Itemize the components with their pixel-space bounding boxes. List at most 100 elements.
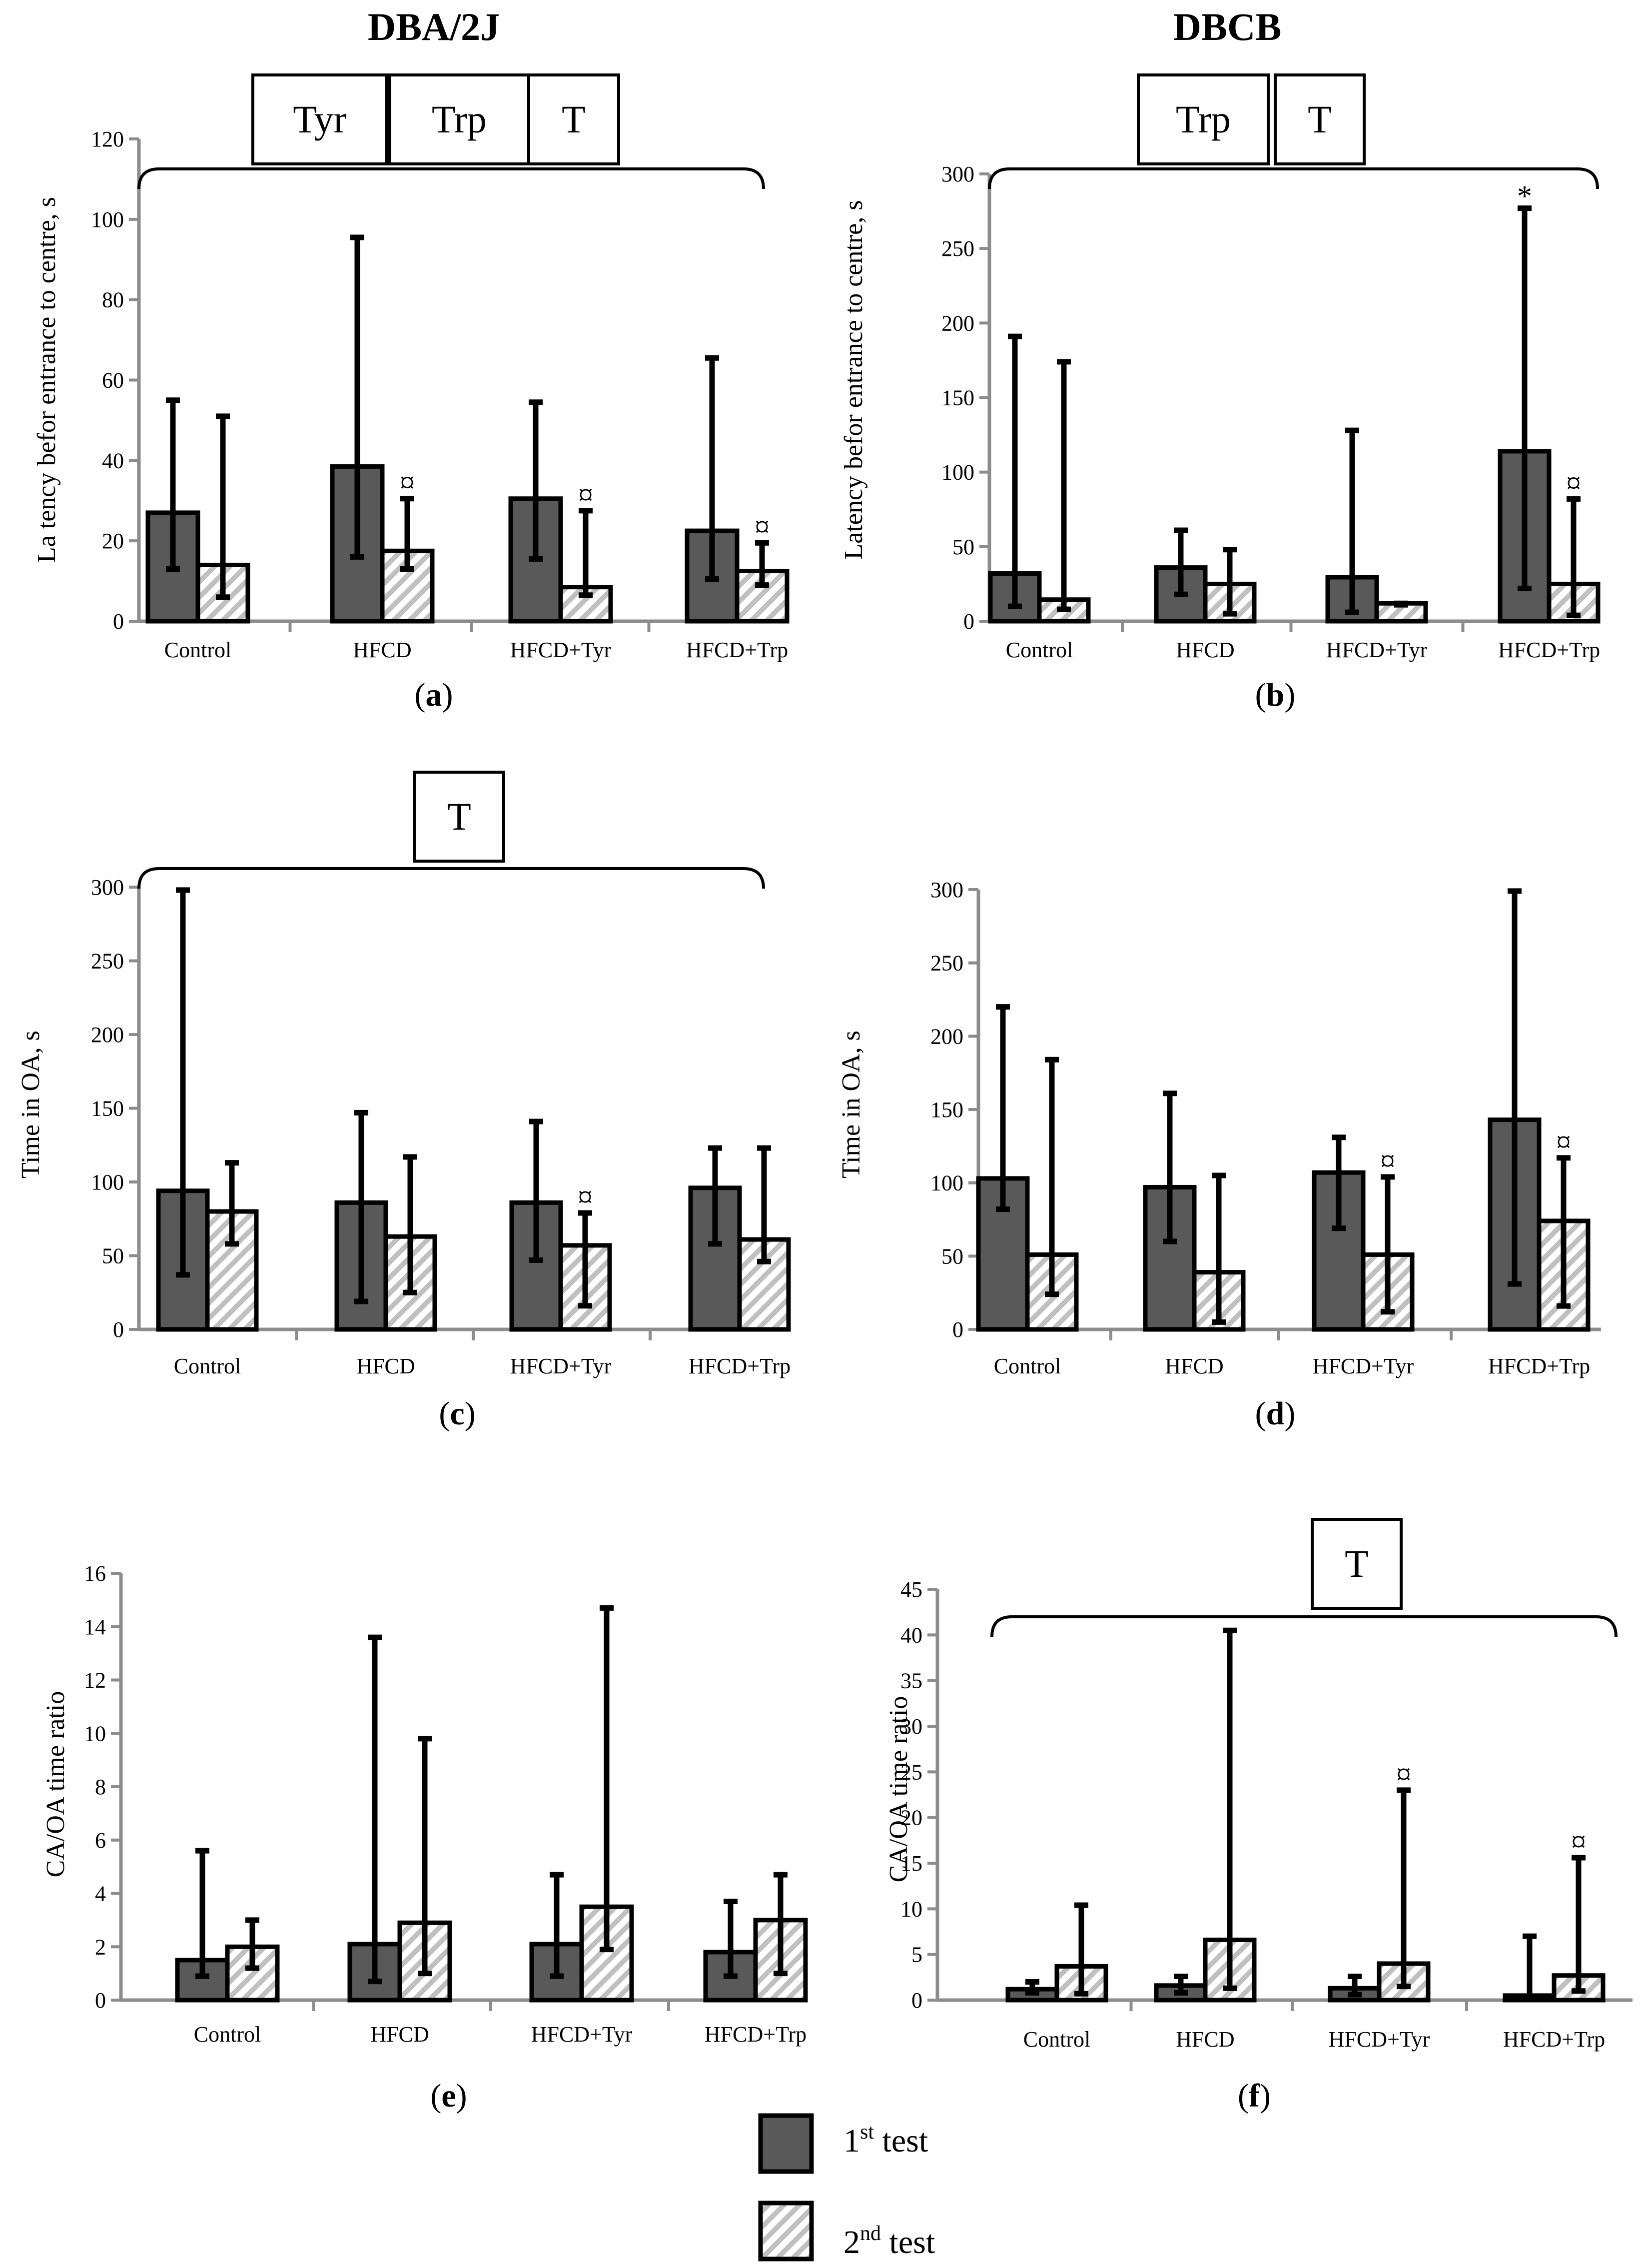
panel-c-category-label: Control — [174, 1354, 241, 1378]
panel-f-ytick-label: 5 — [911, 1943, 922, 1967]
panel-a-significance-currency: ¤ — [755, 510, 770, 543]
strain-title-dbcb: DBCB — [1173, 5, 1282, 48]
panel-d-y-axis-label: Time in OA, s — [837, 1031, 865, 1178]
panel-f-ytick-label: 0 — [911, 1988, 922, 2013]
panel-a-ytick-label: 40 — [102, 448, 124, 473]
panel-a-category-label: HFCD — [353, 638, 411, 662]
panel-d-category-label: HFCD+Trp — [1488, 1354, 1590, 1378]
panel-c-significance-bracket — [137, 867, 765, 889]
panel-f-significance-currency: ¤ — [1396, 1758, 1411, 1791]
panel-f-ytick-label: 25 — [900, 1760, 922, 1784]
panel-b-category-label: HFCD+Tyr — [1326, 638, 1428, 662]
panel-a-ytick-label: 20 — [102, 529, 124, 553]
legend-swatch-second — [758, 2201, 814, 2262]
panel-c-ytick-label: 200 — [91, 1023, 124, 1047]
panel-f-significance-currency: ¤ — [1571, 1825, 1586, 1858]
panel-a-factor-label: T — [562, 97, 586, 141]
panel-c-category-label: HFCD — [356, 1354, 415, 1378]
panel-e-ytick-label: 2 — [95, 1935, 106, 1959]
panel-f-ytick-label: 45 — [900, 1577, 922, 1602]
panel-a-ytick-label: 80 — [102, 288, 124, 312]
panel-e-category-label: HFCD — [370, 2022, 429, 2047]
panel-b-chart: 0 50 100 150 200 250 300 Control HFCD HFCD+Tyr HFC… — [839, 73, 1601, 713]
panel-e-y-axis-label: CA/OA time ratio — [41, 1691, 70, 1878]
panel-a-factor-box — [527, 73, 620, 165]
panel-c-significance-currency: ¤ — [578, 1180, 593, 1213]
panel-c-factor-box — [413, 771, 505, 863]
panel-b-y-axis-label: Latency befor entrance to centre, s — [839, 200, 868, 560]
panel-e-category-label: HFCD+Tyr — [531, 2022, 633, 2047]
panel-e-category-label: Control — [194, 2022, 261, 2047]
panel-b-category-label: HFCD+Trp — [1498, 638, 1600, 662]
panel-a-factor-label: Trp — [432, 97, 487, 141]
panel-a-factor-box — [251, 73, 388, 165]
panel-b-factor-label: Trp — [1176, 97, 1231, 141]
panel-f-factor-label: T — [1345, 1542, 1369, 1585]
panel-f-ytick-label: 20 — [900, 1806, 922, 1830]
legend-swatch-first — [758, 2113, 814, 2174]
panel-e-ytick-label: 12 — [84, 1668, 106, 1693]
panel-a-ytick-label: 0 — [113, 609, 124, 634]
panel-d-category-label: HFCD — [1165, 1354, 1223, 1378]
panel-b-ytick-label: 200 — [941, 311, 974, 335]
panel-e-chart: 0 2 4 6 8 10 12 14 16 Control HFCD HFCD+Tyr HFCD+Trp… — [41, 1561, 808, 2114]
panel-f-ytick-label: 15 — [900, 1851, 922, 1876]
panel-a-ytick-label: 120 — [91, 127, 124, 151]
panel-b-factor-box — [1137, 73, 1270, 165]
panel-d-category-label: Control — [994, 1354, 1061, 1378]
panel-c-ytick-label: 150 — [91, 1097, 124, 1121]
panel-c-ytick-label: 0 — [113, 1317, 124, 1342]
panel-f-category-label: Control — [1023, 2027, 1090, 2052]
panel-a-label: (a) — [415, 677, 453, 713]
panel-e-ytick-label: 4 — [95, 1882, 106, 1906]
panel-b-ytick-label: 100 — [941, 460, 974, 485]
panel-c-ytick-label: 300 — [91, 875, 124, 900]
panel-a-y-axis-label: La tency befor entrance to centre, s — [32, 197, 61, 563]
panel-f-ytick-label: 40 — [900, 1623, 922, 1647]
panel-c-ytick-label: 50 — [102, 1244, 124, 1268]
panel-a-category-label: HFCD+Trp — [686, 638, 788, 662]
panel-b-ytick-label: 150 — [941, 386, 974, 410]
panel-c-ytick-label: 250 — [91, 949, 124, 974]
panel-b-ytick-label: 0 — [963, 609, 974, 634]
panel-a-factor-label: Tyr — [293, 97, 346, 141]
panel-d-category-label: HFCD+Tyr — [1313, 1354, 1414, 1378]
panel-b-ytick-label: 50 — [952, 535, 974, 559]
panel-d-significance-currency: ¤ — [1556, 1126, 1571, 1158]
panel-b-ytick-label: 300 — [941, 162, 974, 186]
panel-b-ytick-label: 250 — [941, 236, 974, 261]
panel-a-significance-bracket — [137, 167, 765, 189]
panel-d-ytick-label: 100 — [930, 1171, 963, 1195]
panel-d-ytick-label: 150 — [930, 1098, 963, 1122]
legend-label-first: 1st test — [843, 2121, 928, 2159]
panel-d-ytick-label: 200 — [930, 1024, 963, 1049]
legend-label-second: 2nd test — [843, 2222, 935, 2261]
panel-c-y-axis-label: Time in OA, s — [16, 1031, 45, 1178]
panel-e-ytick-label: 10 — [84, 1721, 106, 1746]
panel-b-category-label: HFCD — [1176, 638, 1234, 662]
panel-e-ytick-label: 6 — [95, 1828, 106, 1853]
panel-d-ytick-label: 300 — [930, 878, 963, 902]
panel-d-label: (d) — [1255, 1395, 1296, 1432]
panel-b-factor-box — [1274, 73, 1366, 165]
panel-a-factor-box — [388, 73, 530, 165]
panel-a-chart: 0 20 40 60 80 100 120 Control HFCD HFCD+Tyr HFCD+T… — [32, 73, 790, 713]
panel-b-significance-currency: ¤ — [1566, 466, 1581, 499]
panel-a-significance-currency: ¤ — [400, 466, 415, 499]
panel-e-ytick-label: 14 — [84, 1615, 106, 1639]
panel-b-significance-bracket — [988, 167, 1599, 189]
panel-a-ytick-label: 60 — [102, 368, 124, 393]
panel-f-ytick-label: 30 — [900, 1714, 922, 1739]
panel-b-label: (b) — [1255, 677, 1296, 713]
panel-a-category-label: Control — [164, 638, 231, 662]
panel-c-label: (c) — [439, 1395, 475, 1432]
panel-f-chart: 0 5 10 15 20 25 30 35 40 45 Control HFCD HFCD+Tyr HFC… — [884, 1518, 1633, 2114]
panel-d-ytick-label: 250 — [930, 951, 963, 976]
panel-f-category-label: HFCD+Trp — [1503, 2027, 1605, 2052]
panel-a-significance-currency: ¤ — [578, 478, 593, 511]
panel-f-category-label: HFCD — [1176, 2027, 1234, 2052]
panel-d-significance-currency: ¤ — [1380, 1144, 1395, 1177]
panel-d-chart: 0 50 100 150 200 250 300 Control HFCD HFCD+Tyr HFC… — [837, 878, 1601, 1432]
panel-c-ytick-label: 100 — [91, 1170, 124, 1194]
